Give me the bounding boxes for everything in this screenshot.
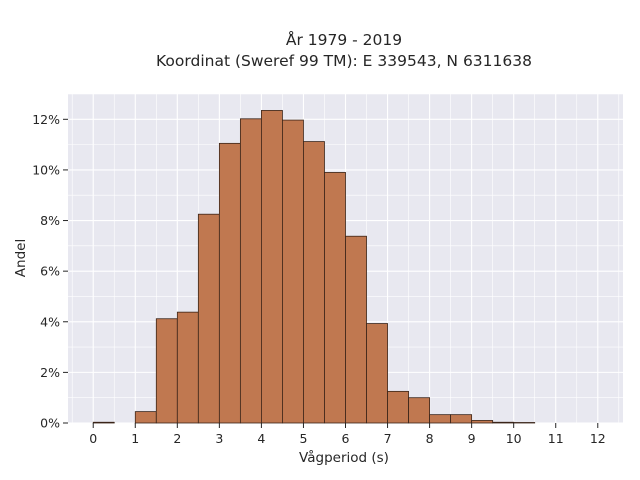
histogram-bar xyxy=(155,318,178,424)
histogram-bar xyxy=(282,119,304,424)
chart-title-line-1: År 1979 - 2019 xyxy=(286,30,402,49)
histogram-bar xyxy=(134,411,157,424)
x-tick-label: 9 xyxy=(468,431,476,446)
x-tick-label: 4 xyxy=(257,431,265,446)
histogram-bar xyxy=(176,311,199,424)
x-tick-label: 5 xyxy=(299,431,307,446)
x-axis-ticks: 0 1 2 3 4 5 6 7 8 9 10 11 12 xyxy=(89,423,606,446)
y-axis-ticks: 0% 2% 4% 6% 8% 10% 12% xyxy=(32,112,68,431)
histogram-bar xyxy=(471,420,494,424)
histogram-bar xyxy=(513,422,536,424)
y-tick-label: 8% xyxy=(40,213,60,228)
histogram-bar xyxy=(345,235,367,424)
histogram-bar xyxy=(366,323,388,424)
y-tick-label: 0% xyxy=(40,416,60,431)
histogram-bar xyxy=(408,397,430,424)
y-tick-label: 4% xyxy=(40,314,60,329)
histogram-bar xyxy=(450,414,473,424)
histogram-bar xyxy=(239,118,262,424)
x-tick-label: 1 xyxy=(131,431,139,446)
x-tick-label: 10 xyxy=(506,431,522,446)
chart-title-line-2: Koordinat (Sweref 99 TM): E 339543, N 63… xyxy=(156,52,532,70)
x-tick-label: 11 xyxy=(548,431,564,446)
histogram-bars xyxy=(92,110,536,424)
histogram-bar xyxy=(261,110,283,424)
histogram-bar xyxy=(324,172,346,424)
y-tick-label: 2% xyxy=(40,365,60,380)
histogram-bar xyxy=(197,213,220,424)
y-tick-label: 6% xyxy=(40,264,60,279)
x-tick-label: 3 xyxy=(215,431,223,446)
y-axis-label: Andel xyxy=(13,239,29,277)
histogram-bar xyxy=(429,414,452,424)
x-axis-label: Vågperiod (s) xyxy=(299,449,389,466)
x-tick-label: 7 xyxy=(384,431,392,446)
histogram-bar xyxy=(387,390,409,424)
histogram-bar xyxy=(303,141,325,424)
histogram-bar xyxy=(492,421,515,424)
x-tick-label: 8 xyxy=(426,431,434,446)
x-tick-label: 12 xyxy=(590,431,606,446)
y-tick-label: 10% xyxy=(32,162,60,177)
x-tick-label: 0 xyxy=(89,431,97,446)
histogram-bar xyxy=(92,421,115,424)
y-tick-label: 12% xyxy=(32,112,60,127)
histogram-bar xyxy=(218,142,241,424)
x-tick-label: 6 xyxy=(342,431,350,446)
x-tick-label: 2 xyxy=(173,431,181,446)
